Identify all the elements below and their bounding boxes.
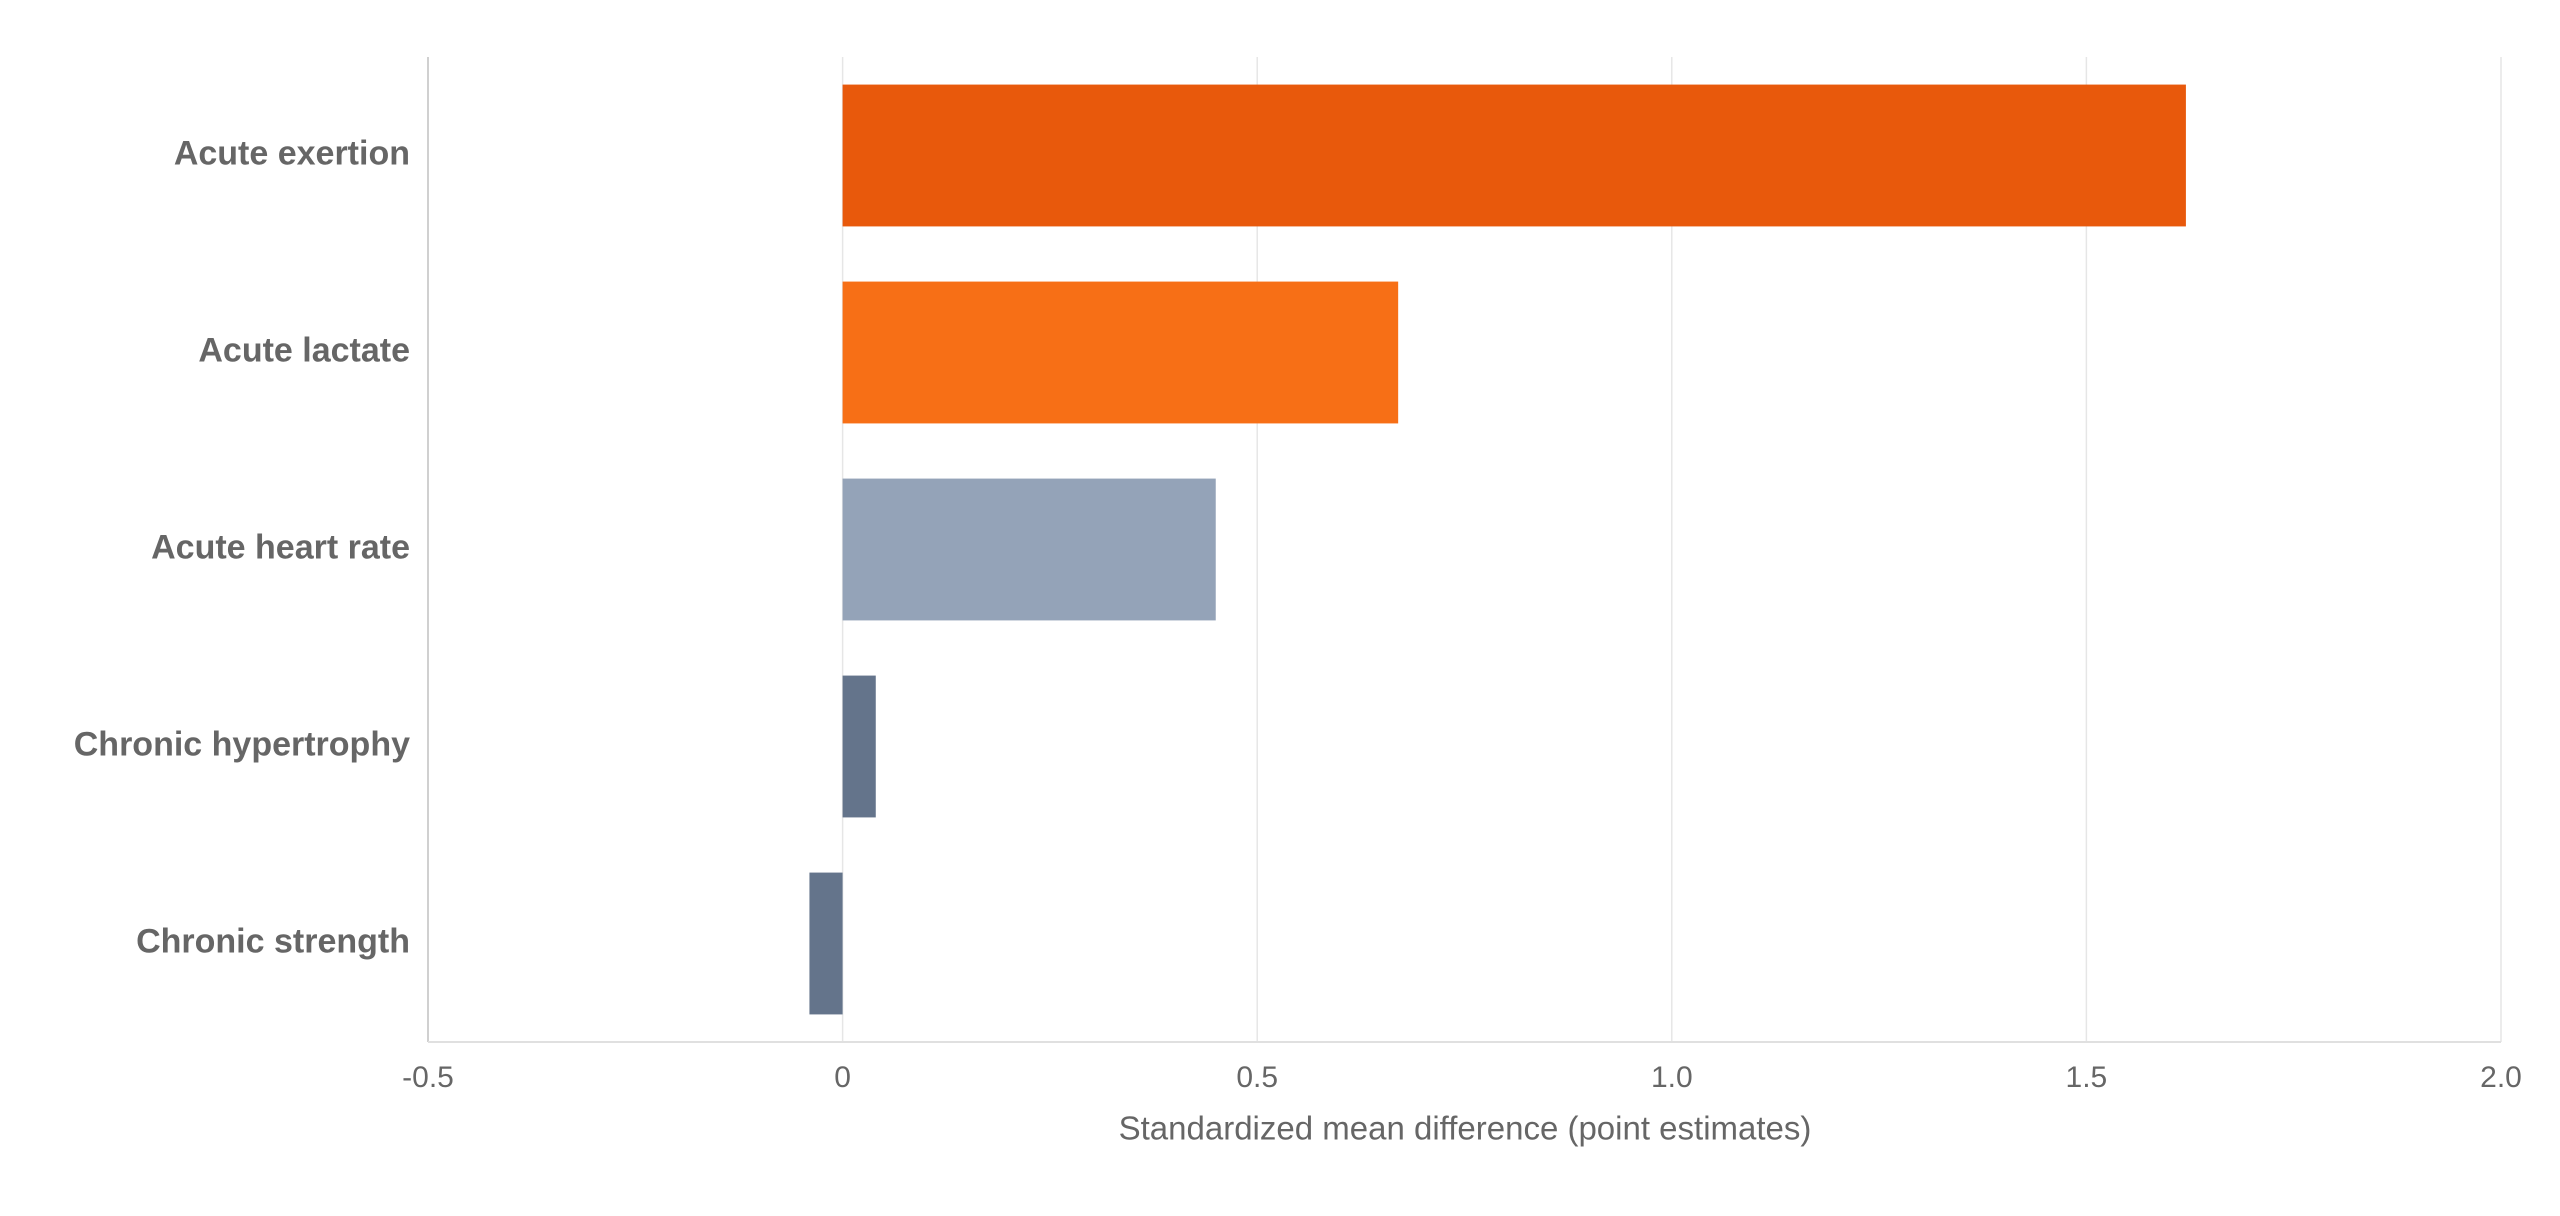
bar: [842, 84, 2186, 227]
y-tick-label: Acute lactate: [198, 331, 410, 369]
x-tick-label: 1.5: [2066, 1061, 2108, 1094]
bar: [842, 478, 1216, 621]
bar: [809, 872, 843, 1015]
x-tick-label: 0: [834, 1061, 851, 1094]
x-tick-label: -0.5: [402, 1061, 454, 1094]
y-tick-label: Chronic hypertrophy: [74, 725, 410, 763]
y-tick-label: Chronic strength: [136, 922, 410, 960]
x-tick-label: 2.0: [2480, 1061, 2522, 1094]
y-tick-label: Acute exertion: [174, 134, 410, 172]
x-tick-label: 1.0: [1651, 1061, 1693, 1094]
bar: [842, 675, 876, 818]
bar: [842, 281, 1399, 424]
y-tick-label: Acute heart rate: [151, 528, 410, 566]
x-axis-label: Standardized mean difference (point esti…: [1119, 1110, 1812, 1147]
x-tick-label: 0.5: [1236, 1061, 1278, 1094]
